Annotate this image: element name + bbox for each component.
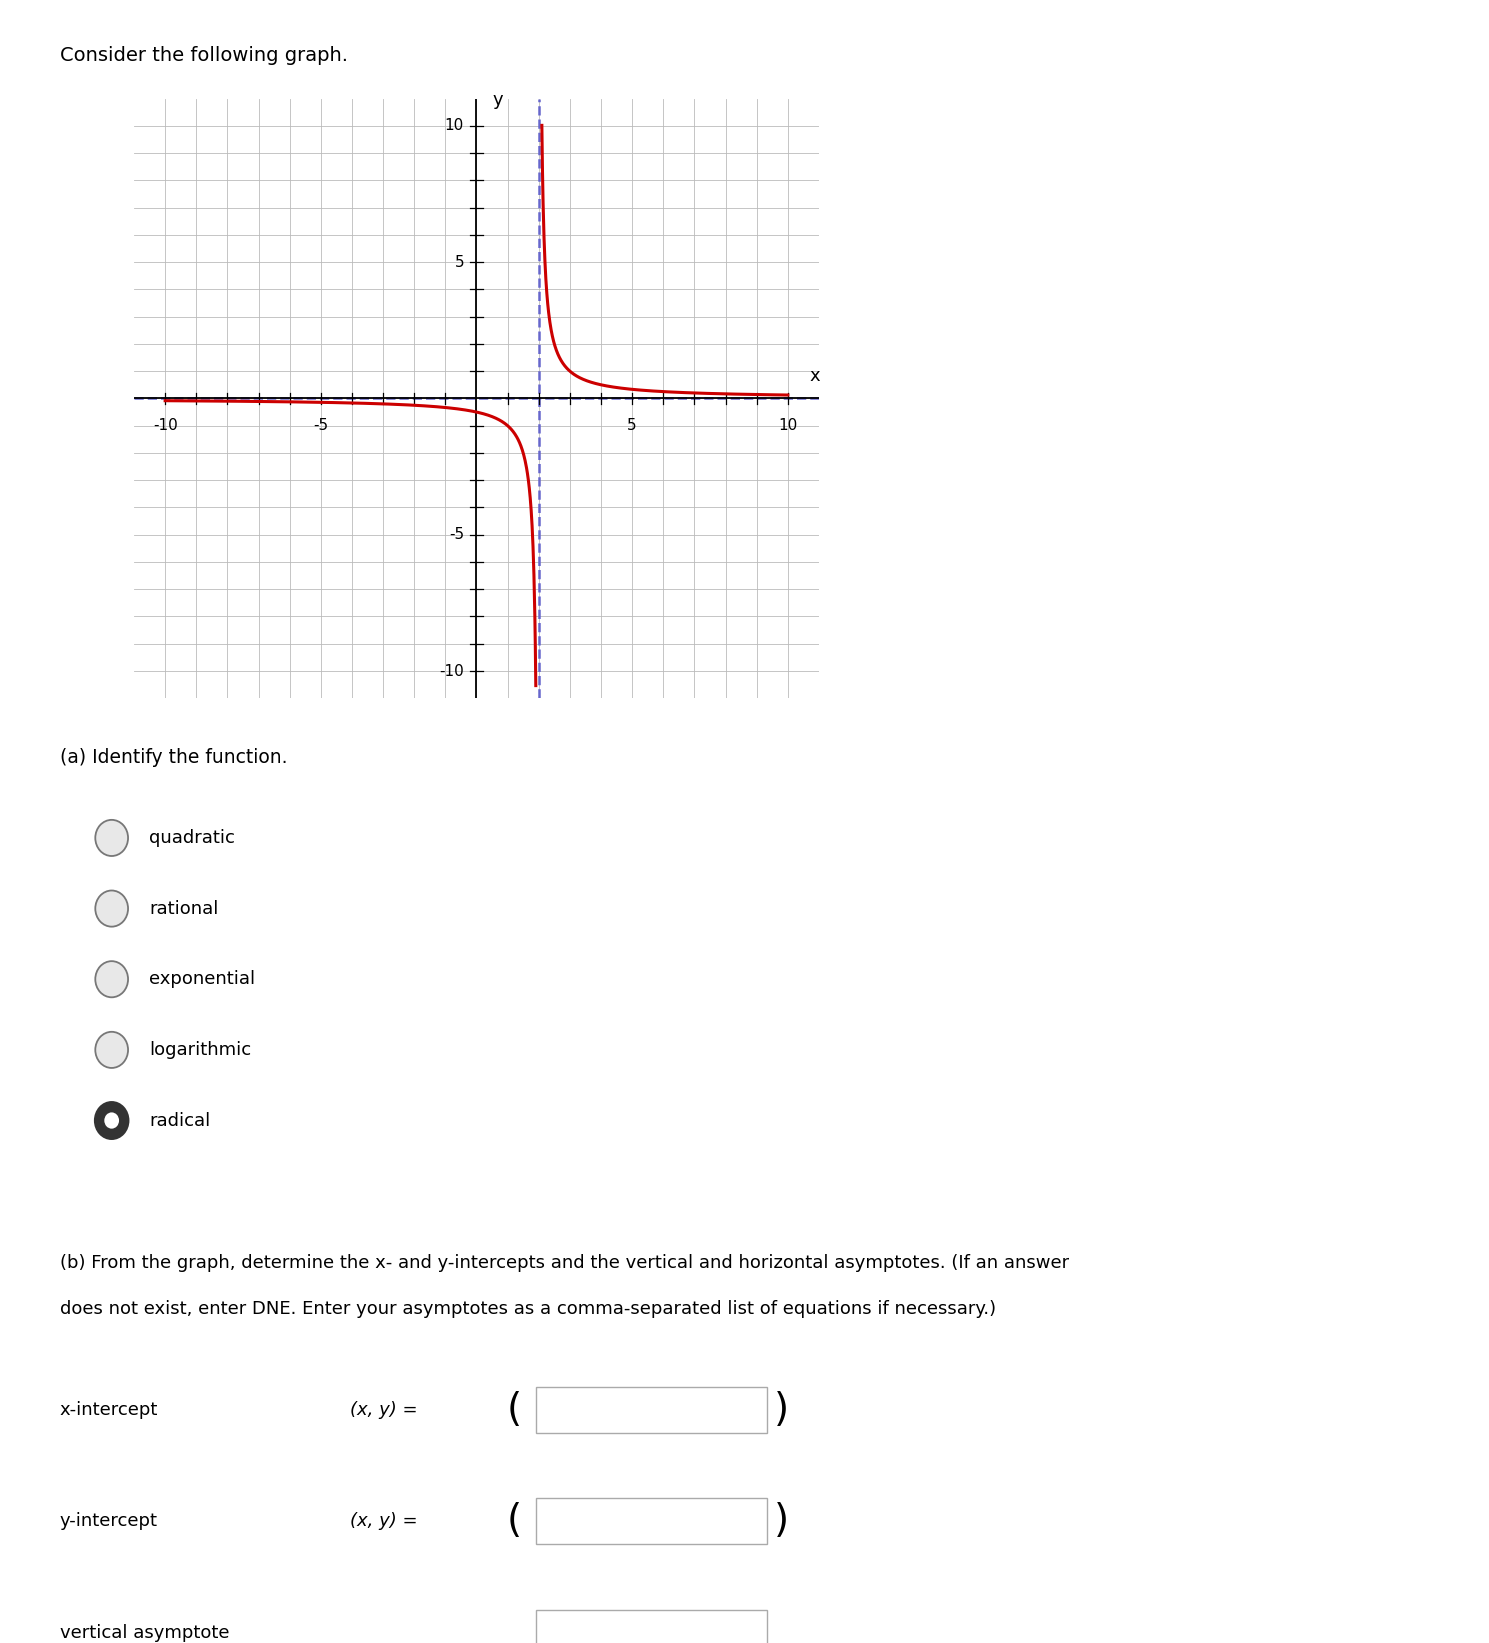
Text: 10: 10 <box>779 417 798 432</box>
Text: 5: 5 <box>454 255 465 269</box>
Text: -5: -5 <box>448 527 465 542</box>
Text: vertical asymptote: vertical asymptote <box>60 1625 229 1641</box>
Text: rational: rational <box>149 900 219 917</box>
Text: -5: -5 <box>313 417 329 432</box>
Text: x-intercept: x-intercept <box>60 1401 158 1418</box>
Text: 5: 5 <box>627 417 637 432</box>
Text: exponential: exponential <box>149 971 255 987</box>
Text: Consider the following graph.: Consider the following graph. <box>60 46 347 66</box>
Text: (x, y) =: (x, y) = <box>350 1513 417 1530</box>
Text: (: ( <box>506 1390 521 1429</box>
Text: radical: radical <box>149 1112 210 1129</box>
Text: (b) From the graph, determine the x- and y-intercepts and the vertical and horiz: (b) From the graph, determine the x- and… <box>60 1254 1069 1272</box>
Text: (: ( <box>506 1502 521 1541</box>
Text: logarithmic: logarithmic <box>149 1042 252 1058</box>
Text: ): ) <box>774 1502 789 1541</box>
Text: quadratic: quadratic <box>149 830 235 846</box>
Text: (a) Identify the function.: (a) Identify the function. <box>60 748 287 767</box>
Text: does not exist, enter DNE. Enter your asymptotes as a comma-separated list of eq: does not exist, enter DNE. Enter your as… <box>60 1300 996 1318</box>
Text: ): ) <box>774 1390 789 1429</box>
Text: 10: 10 <box>445 118 465 133</box>
Text: y: y <box>491 92 503 110</box>
Text: y-intercept: y-intercept <box>60 1513 158 1530</box>
Text: (x, y) =: (x, y) = <box>350 1401 417 1418</box>
Text: -10: -10 <box>439 664 465 679</box>
Text: -10: -10 <box>153 417 177 432</box>
Text: x: x <box>810 366 820 384</box>
